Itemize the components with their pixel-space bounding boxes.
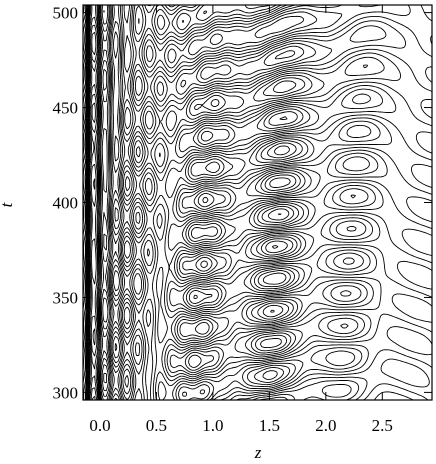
x-tick-label: 0.5 <box>146 416 167 435</box>
x-axis-label: z <box>254 443 262 462</box>
x-tick-label: 1.5 <box>259 416 280 435</box>
x-tick-label: 2.5 <box>372 416 393 435</box>
y-tick-label: 300 <box>53 383 79 402</box>
y-tick-label: 400 <box>53 194 79 213</box>
y-axis-label: t <box>0 201 16 207</box>
y-tick-label: 350 <box>53 288 79 307</box>
y-tick-label: 450 <box>53 99 79 118</box>
x-tick-label: 1.0 <box>202 416 223 435</box>
x-tick-label: 2.0 <box>315 416 336 435</box>
contour-lines <box>82 4 433 401</box>
x-tick-label: 0.0 <box>89 416 110 435</box>
y-tick-label: 500 <box>53 4 79 23</box>
